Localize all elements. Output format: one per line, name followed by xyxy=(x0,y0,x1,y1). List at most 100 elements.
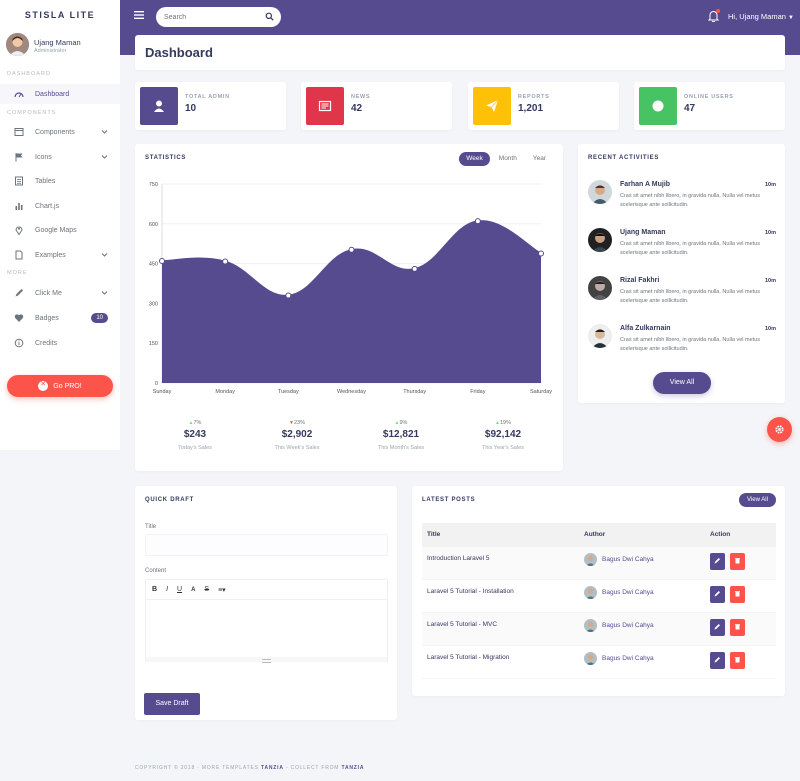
arrow-up-icon: ▲ xyxy=(188,420,194,426)
sidebar-item-examples[interactable]: Examples xyxy=(0,245,120,265)
align-dropdown[interactable]: ≡▾ xyxy=(218,586,226,594)
sidebar-item-label: Dashboard xyxy=(35,90,70,98)
search-input[interactable] xyxy=(156,7,256,27)
sidebar-item-dashboard[interactable]: Dashboard xyxy=(0,84,120,104)
delete-button[interactable] xyxy=(730,586,745,603)
save-draft-button[interactable]: Save Draft xyxy=(144,693,200,715)
sidebar-item-google-maps[interactable]: Google Maps xyxy=(0,220,120,240)
summary-desc: This Week's Sales xyxy=(274,445,320,451)
stat-label: TOTAL ADMIN xyxy=(185,94,230,100)
delete-button[interactable] xyxy=(730,652,745,669)
resize-handle[interactable] xyxy=(146,657,387,663)
sidebar-item-components[interactable]: Components xyxy=(0,122,120,142)
edit-button[interactable] xyxy=(710,652,725,669)
table-icon xyxy=(15,176,23,186)
chevron-down-icon xyxy=(101,291,108,295)
sidebar-item-chartjs[interactable]: Chart.js xyxy=(0,196,120,216)
tab-month[interactable]: Month xyxy=(498,155,517,162)
map-pin-icon xyxy=(15,226,23,235)
data-point[interactable] xyxy=(285,292,292,299)
y-tick-label: 300 xyxy=(149,301,158,307)
italic-button[interactable]: I xyxy=(166,586,169,593)
activity-text: Cras sit amet nibh libero, in gravida nu… xyxy=(620,337,761,352)
edit-button[interactable] xyxy=(710,553,725,570)
settings-button[interactable] xyxy=(767,417,792,442)
avatar xyxy=(588,324,612,348)
post-title[interactable]: Laravel 5 Tutorial - Installation xyxy=(427,588,514,595)
data-point[interactable] xyxy=(348,246,355,253)
summary-amount: $12,821 xyxy=(382,429,420,440)
bold-button[interactable]: B xyxy=(152,586,158,593)
sidebar-item-label: Badges xyxy=(35,314,59,322)
sidebar-item-tables[interactable]: Tables xyxy=(0,171,120,191)
stat-label: ONLINE USERS xyxy=(684,94,734,100)
footer-more-templates: MORE TEMPLATES xyxy=(201,765,259,771)
sidebar-user[interactable]: Ujang Maman Administrator xyxy=(6,33,116,59)
search-icon[interactable] xyxy=(265,12,274,21)
post-title[interactable]: Introduction Laravel 5 xyxy=(427,555,490,562)
newspaper-icon xyxy=(318,100,332,112)
go-pro-button[interactable]: Go PRO! xyxy=(7,375,113,397)
edit-button[interactable] xyxy=(710,619,725,636)
data-point[interactable] xyxy=(411,265,418,272)
delete-button[interactable] xyxy=(730,619,745,636)
latest-posts-card: LATEST POSTS View All Title Author Actio… xyxy=(412,486,785,696)
menu-toggle-icon[interactable] xyxy=(134,10,144,20)
dashboard-icon xyxy=(14,92,24,98)
title-field[interactable] xyxy=(145,534,388,556)
view-all-activities-button[interactable]: View All xyxy=(653,372,711,394)
post-author[interactable]: Bagus Dwi Cahya xyxy=(584,619,654,632)
footer-link-tanzia-collect[interactable]: TANZIA xyxy=(341,765,365,771)
post-author[interactable]: Bagus Dwi Cahya xyxy=(584,586,654,599)
stat-card-news: NEWS 42 xyxy=(301,82,452,130)
tab-week[interactable]: Week xyxy=(459,152,490,166)
sidebar-item-credits[interactable]: Credits xyxy=(0,333,120,353)
view-all-posts-button[interactable]: View All xyxy=(739,493,776,507)
underline-button[interactable]: U xyxy=(177,586,183,593)
notification-bell-icon[interactable] xyxy=(707,9,720,23)
quick-draft-card: QUICK DRAFT Title Content B I U A S ≡▾ S… xyxy=(135,486,397,720)
data-point[interactable] xyxy=(222,258,229,265)
sidebar-item-badges[interactable]: Badges 10 xyxy=(0,308,120,328)
delete-button[interactable] xyxy=(730,553,745,570)
user-dropdown[interactable]: Hi, Ujang Maman ▼ xyxy=(728,12,794,21)
stat-icon-box xyxy=(639,87,677,125)
stat-icon-box xyxy=(306,87,344,125)
card-title: LATEST POSTS xyxy=(422,497,476,503)
circle-icon xyxy=(652,100,664,112)
activity-name: Farhan A Mujib xyxy=(620,181,671,188)
data-point[interactable] xyxy=(159,257,165,264)
post-author[interactable]: Bagus Dwi Cahya xyxy=(584,553,654,566)
stat-icon-box xyxy=(140,87,178,125)
sidebar-item-label: Icons xyxy=(35,153,52,161)
table-row: Laravel 5 Tutorial - Migration Bagus Dwi … xyxy=(422,646,776,679)
footer-copyright: COPYRIGHT © 2018 xyxy=(135,765,196,771)
page-title: Dashboard xyxy=(145,45,213,60)
brand-logo[interactable]: STISLA LITE xyxy=(24,10,96,20)
summary-change: 7% xyxy=(193,420,202,426)
clear-format-button[interactable]: A xyxy=(191,586,196,593)
posts-table: Title Author Action Introduction Laravel… xyxy=(422,523,776,679)
sidebar-item-click-me[interactable]: Click Me xyxy=(0,283,120,303)
post-title[interactable]: Laravel 5 Tutorial - Migration xyxy=(427,654,510,661)
table-header: Title Author Action xyxy=(422,523,776,547)
summary-week: ▼23% $2,902 This Week's Sales xyxy=(257,420,337,451)
strikethrough-button[interactable]: S xyxy=(204,586,210,593)
sidebar-item-icons[interactable]: Icons xyxy=(0,147,120,167)
tab-year[interactable]: Year xyxy=(532,155,546,162)
trash-icon xyxy=(735,657,740,663)
sidebar: STISLA LITE Ujang Maman Administrator DA… xyxy=(0,0,120,450)
series-area xyxy=(162,220,541,383)
data-point[interactable] xyxy=(538,250,544,257)
footer-link-tanzia[interactable]: TANZIA xyxy=(260,765,284,771)
sidebar-item-label: Examples xyxy=(35,251,66,259)
avatar xyxy=(584,619,597,632)
post-author[interactable]: Bagus Dwi Cahya xyxy=(584,652,654,665)
x-tick-label: Friday xyxy=(470,389,486,395)
stat-card-reports: REPORTS 1,201 xyxy=(468,82,619,130)
post-title[interactable]: Laravel 5 Tutorial - MVC xyxy=(427,621,498,628)
data-point[interactable] xyxy=(474,218,481,225)
edit-button[interactable] xyxy=(710,586,725,603)
rocket-icon xyxy=(38,380,49,391)
avatar xyxy=(588,228,612,252)
